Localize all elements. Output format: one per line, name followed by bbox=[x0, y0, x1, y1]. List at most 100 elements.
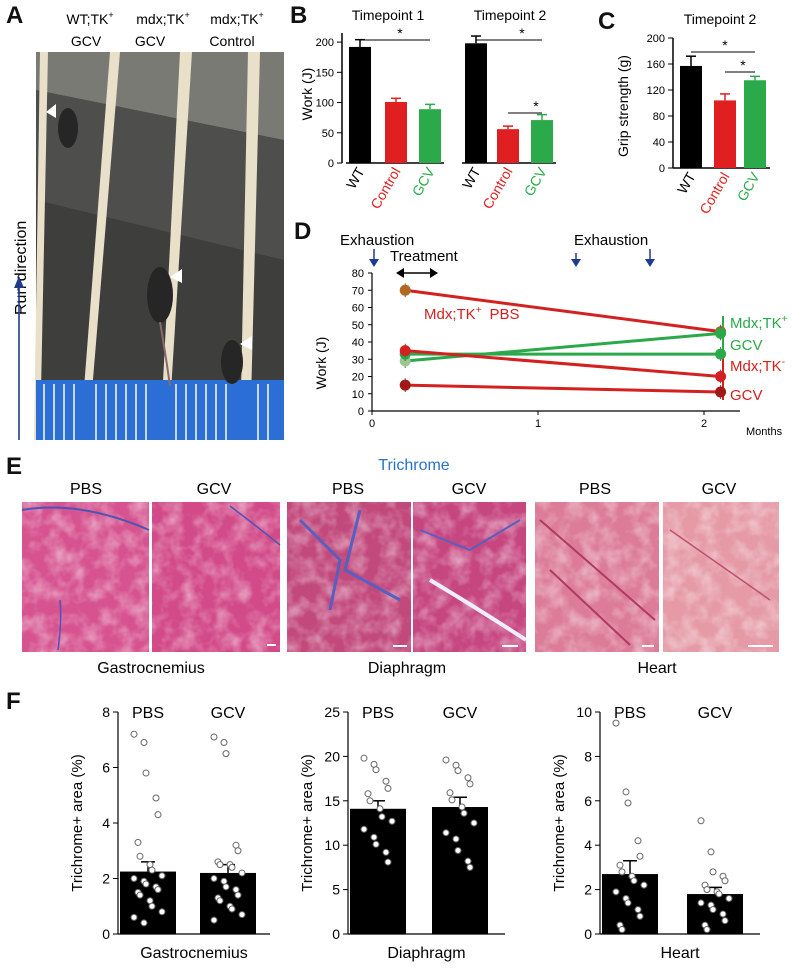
c-bar bbox=[744, 80, 766, 168]
run-direction-label: Run direction bbox=[13, 221, 30, 315]
run-direction-arrow-head-icon bbox=[14, 276, 24, 288]
b-bar bbox=[349, 46, 371, 163]
d-event-arrows bbox=[369, 249, 655, 267]
f-point bbox=[721, 917, 729, 925]
f-point bbox=[640, 881, 648, 889]
d-legend-red-1: Mdx;TK- bbox=[730, 357, 785, 375]
f-point bbox=[136, 891, 144, 899]
d-xtick-label: 2 bbox=[701, 418, 707, 430]
arrowhead-icon-2 bbox=[170, 269, 182, 283]
arrowhead-icon-3 bbox=[240, 336, 252, 350]
f-point bbox=[370, 833, 378, 841]
f-point bbox=[152, 794, 160, 802]
f-point bbox=[140, 919, 148, 927]
f-tissue-label: Heart bbox=[660, 945, 700, 962]
d-arrow-icon-3 bbox=[645, 259, 655, 267]
d-pbs-label: Mdx;TK+ PBS bbox=[424, 305, 520, 323]
col-label-1-sub: GCV bbox=[71, 33, 102, 49]
c-xtick-label: WT bbox=[674, 169, 699, 196]
f-point bbox=[707, 848, 715, 856]
f-point bbox=[220, 739, 228, 747]
f-point bbox=[228, 905, 236, 913]
f-point bbox=[210, 875, 218, 882]
f-ytick-label: 2 bbox=[102, 871, 110, 887]
d-point bbox=[715, 371, 727, 382]
f-point bbox=[376, 805, 384, 813]
f-point bbox=[460, 809, 468, 817]
d-point bbox=[399, 379, 411, 391]
f-point bbox=[372, 766, 380, 774]
mouse-1 bbox=[58, 108, 78, 148]
c-title: Timepoint 2 bbox=[684, 11, 757, 27]
f-point bbox=[228, 863, 236, 871]
f-tissue-label: Diaphragm bbox=[387, 945, 465, 962]
f-ytick-label: 0 bbox=[102, 926, 110, 942]
f-point bbox=[624, 799, 632, 807]
f-point bbox=[612, 719, 620, 727]
f-point bbox=[634, 906, 642, 914]
c-ytick-label: 120 bbox=[647, 85, 665, 97]
f-point bbox=[618, 926, 626, 934]
f-point bbox=[378, 813, 386, 821]
d-point bbox=[399, 345, 411, 357]
mice bbox=[58, 108, 243, 387]
f-point bbox=[136, 852, 144, 860]
f-point bbox=[142, 769, 150, 777]
f-point bbox=[454, 767, 462, 775]
f-point bbox=[222, 750, 230, 758]
b-sig-star: * bbox=[533, 98, 539, 114]
f-ytick-label: 0 bbox=[332, 926, 340, 942]
e-tissue-gastro: Gastrocnemius bbox=[97, 660, 205, 677]
c-ytick-label: 0 bbox=[659, 163, 665, 175]
c-bar bbox=[714, 100, 736, 168]
e-img-dia-gcv bbox=[413, 502, 528, 652]
b-ytick-label: 200 bbox=[316, 37, 334, 49]
panel-d-chart: Exhaustion Treatment Exhaustion Work (J)… bbox=[313, 232, 788, 438]
c-ytick-label: 80 bbox=[653, 111, 665, 123]
f-point bbox=[697, 899, 705, 907]
d-treatment-arrow bbox=[396, 268, 438, 278]
b-xtick-label: Control bbox=[367, 165, 403, 212]
f-cat-label: GCV bbox=[698, 705, 733, 722]
b-ytick-label: 150 bbox=[316, 67, 334, 79]
b-xtick-label: WT bbox=[343, 164, 368, 191]
d-ylabel: Work (J) bbox=[313, 337, 329, 390]
d-series-line bbox=[405, 288, 721, 334]
f-point bbox=[140, 739, 148, 747]
f-point bbox=[634, 837, 642, 845]
f-point bbox=[464, 857, 472, 865]
f-point bbox=[364, 790, 372, 798]
b-xtick-label: GCV bbox=[409, 164, 438, 199]
f-ytick-label: 10 bbox=[324, 837, 340, 853]
b-bar bbox=[531, 120, 553, 163]
f-point bbox=[382, 848, 390, 856]
f-cat-label: PBS bbox=[362, 705, 394, 722]
f-point bbox=[238, 911, 246, 919]
b-bar bbox=[419, 109, 441, 163]
f-point bbox=[612, 888, 620, 896]
f-point bbox=[709, 906, 717, 914]
f-point bbox=[454, 847, 462, 855]
d-legend-red: Mdx;TK- GCV bbox=[722, 357, 785, 404]
f-point bbox=[154, 886, 162, 894]
f-point bbox=[448, 796, 456, 804]
f-point bbox=[210, 733, 218, 741]
f-ytick-label: 20 bbox=[324, 748, 340, 764]
f-bar bbox=[687, 894, 743, 934]
f-point bbox=[216, 861, 224, 869]
f-ytick-label: 4 bbox=[102, 815, 110, 831]
f-bar bbox=[350, 808, 406, 934]
e-img-dia-pbs bbox=[287, 502, 411, 652]
f-bar bbox=[432, 807, 488, 934]
f-point bbox=[158, 908, 166, 916]
f-point bbox=[222, 883, 230, 891]
f-ylabel: Trichrome+ area (%) bbox=[551, 754, 568, 891]
f-point bbox=[134, 838, 142, 846]
d-legend-red-2: GCV bbox=[730, 387, 763, 404]
b-ytick-label: 100 bbox=[316, 98, 334, 110]
b-ylabel: Work (J) bbox=[299, 68, 315, 121]
d-ytick-label: 20 bbox=[352, 372, 364, 384]
d-point bbox=[715, 348, 727, 360]
f-ytick-label: 5 bbox=[332, 882, 340, 898]
d-ytick-label: 50 bbox=[352, 320, 364, 332]
